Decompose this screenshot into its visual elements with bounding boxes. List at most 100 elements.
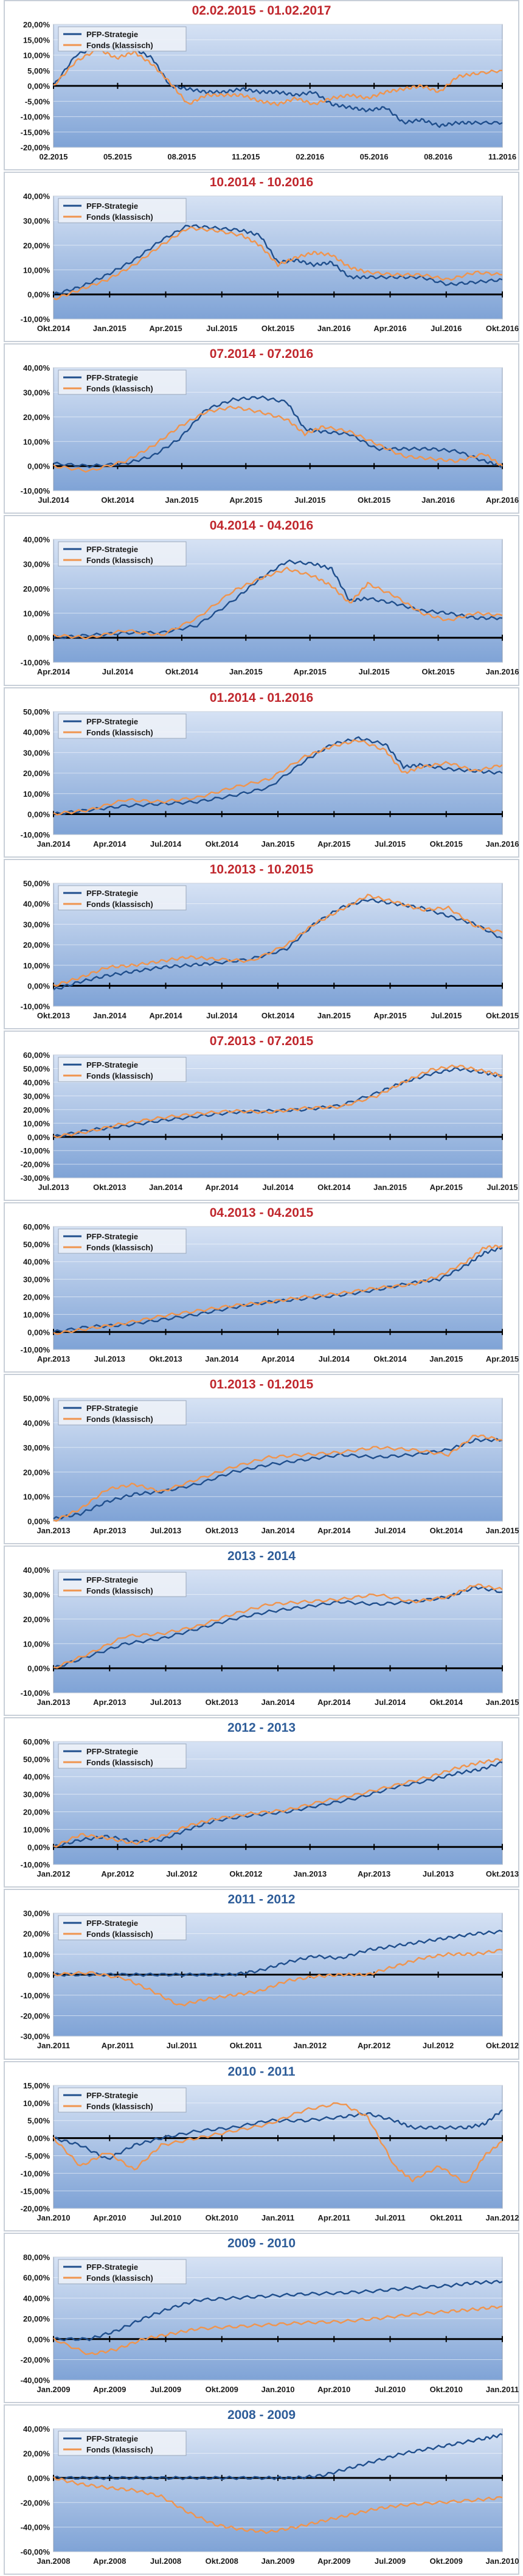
- series-line-fonds-klassisch: [53, 2476, 503, 2534]
- chart-title: 2009 - 2010: [227, 2236, 296, 2250]
- y-tick-label: 0,00%: [27, 462, 50, 471]
- legend-label: Fonds (klassisch): [86, 2445, 153, 2454]
- y-tick-label: 10,00%: [23, 961, 50, 970]
- series-line-pfp-strategie: [53, 736, 503, 815]
- y-tick-label: -10,00%: [21, 1991, 50, 2000]
- x-tick-label: Okt.2014: [206, 839, 239, 849]
- x-tick-label: Apr.2011: [318, 2213, 350, 2222]
- y-tick-label: -10,00%: [21, 1345, 50, 1354]
- x-tick-label: Jan.2012: [37, 1869, 71, 1878]
- chart-block: 01.2013 - 01.2015 50,00% 40,00% 30,00% 20,00…: [0, 1374, 523, 1546]
- y-tick-label: 20,00%: [23, 2449, 50, 2458]
- series-line-pfp-strategie: [53, 1438, 503, 1520]
- y-tick-label: -10,00%: [21, 1146, 50, 1155]
- legend-label: Fonds (klassisch): [86, 1243, 153, 1252]
- x-tick-label: Jul.2015: [206, 324, 237, 333]
- legend-label: PFP-Strategie: [86, 2091, 138, 2100]
- series-line-fonds-klassisch: [53, 405, 503, 473]
- legend-label: Fonds (klassisch): [86, 41, 153, 50]
- x-tick-label: Jan.2013: [293, 1869, 327, 1878]
- y-tick-label: 0,00%: [27, 2133, 50, 2143]
- x-tick-label: Jan.2010: [262, 2385, 295, 2394]
- y-tick-label: 30,00%: [23, 1091, 50, 1101]
- chart-title: 2012 - 2013: [227, 1721, 296, 1735]
- line-chart: 60,00% 50,00% 40,00% 30,00% 20,00% 10,00% 0,00…: [21, 1051, 518, 1192]
- x-tick-label: Apr.2014: [317, 1698, 351, 1707]
- x-tick-label: Apr.2011: [102, 2042, 134, 2051]
- y-tick-label: 20,00%: [23, 20, 50, 29]
- x-tick-label: Apr.2015: [149, 324, 182, 333]
- line-chart: 50,00% 40,00% 30,00% 20,00% 10,00% 0,00% -10,0…: [21, 707, 519, 849]
- x-tick-label: Jul.2014: [375, 1526, 406, 1535]
- x-tick-label: Apr.2014: [317, 1526, 351, 1535]
- series-line-pfp-strategie: [53, 559, 503, 640]
- line-chart: 50,00% 40,00% 30,00% 20,00% 10,00% 0,00% -10,0…: [21, 879, 519, 1020]
- x-tick-label: Apr.2012: [101, 1869, 134, 1878]
- y-tick-label: 10,00%: [23, 1493, 50, 1502]
- line-chart: 20,00% 15,00% 10,00% 5,00% 0,00% -5,00% -10,00…: [21, 20, 516, 161]
- y-tick-label: 30,00%: [23, 217, 50, 226]
- chart-block: 04.2014 - 04.2016 40,00% 30,00% 20,00% 10,00…: [0, 515, 523, 687]
- x-tick-label: Apr.2009: [93, 2385, 126, 2394]
- legend-label: Fonds (klassisch): [86, 212, 153, 222]
- chart-block: 2009 - 2010 80,00% 60,00% 40,00% 20,00% 0,00%…: [0, 2232, 523, 2404]
- x-tick-label: Apr.2014: [206, 1183, 239, 1192]
- legend: [58, 198, 187, 223]
- x-tick-label: Jul.2015: [431, 1011, 462, 1020]
- legend-label: PFP-Strategie: [86, 1232, 138, 1241]
- x-tick-label: Jul.2014: [319, 1354, 350, 1363]
- x-tick-label: Jul.2015: [375, 839, 406, 849]
- legend-label: PFP-Strategie: [86, 2263, 138, 2272]
- chart-title: 04.2013 - 04.2015: [209, 1205, 314, 1220]
- y-tick-label: 0,00%: [27, 1133, 50, 1142]
- y-tick-label: -5,00%: [25, 2151, 50, 2160]
- legend-label: Fonds (klassisch): [86, 1586, 153, 1595]
- chart-block: 04.2013 - 04.2015 60,00% 50,00% 40,00% 30,00…: [0, 1202, 523, 1374]
- y-tick-label: 10,00%: [23, 1825, 50, 1835]
- x-tick-label: Apr.2015: [317, 839, 350, 849]
- y-tick-label: -5,00%: [25, 97, 50, 106]
- series-line-pfp-strategie: [53, 2109, 503, 2160]
- y-tick-label: 10,00%: [23, 609, 50, 618]
- legend-label: PFP-Strategie: [86, 2434, 138, 2443]
- y-tick-label: 60,00%: [23, 1737, 50, 1746]
- series-line-fonds-klassisch: [53, 2305, 503, 2355]
- x-tick-label: Apr.2015: [373, 1011, 406, 1020]
- x-tick-label: Jul.2013: [94, 1354, 125, 1363]
- y-tick-label: 30,00%: [23, 1591, 50, 1600]
- x-tick-label: Jul.2013: [38, 1183, 69, 1192]
- x-tick-label: Okt.2010: [206, 2213, 238, 2222]
- line-chart: 40,00%20,00%0,00%-20,00%-40,00%-60,00%Ja…: [21, 2424, 519, 2566]
- chart-block: 07.2014 - 07.2016 40,00% 30,00% 20,00% 10,00…: [0, 343, 523, 516]
- x-tick-label: Jan.2015: [429, 1354, 463, 1363]
- y-tick-label: 10,00%: [23, 51, 50, 60]
- legend: [58, 541, 187, 567]
- chart-block: 10.2014 - 10.2016 40,00% 30,00% 20,00% 10,00…: [0, 172, 523, 344]
- x-tick-label: Okt.2014: [317, 1183, 351, 1192]
- x-tick-label: Apr.2013: [37, 1354, 70, 1363]
- line-chart: 40,00%30,00%20,00%10,00%0,00%-10,00%Okt.…: [21, 192, 519, 333]
- y-tick-label: 20,00%: [23, 1808, 50, 1817]
- y-tick-label: 20,00%: [23, 769, 50, 778]
- legend: [58, 1743, 187, 1769]
- x-tick-label: Jul.2010: [150, 2213, 181, 2222]
- chart-title: 2008 - 2009: [227, 2407, 296, 2422]
- legend-label: PFP-Strategie: [86, 1404, 138, 1413]
- y-tick-label: -20,00%: [21, 2204, 50, 2213]
- chart-title: 04.2014 - 04.2016: [209, 519, 314, 533]
- x-tick-label: Apr.2015: [294, 668, 327, 677]
- y-tick-label: 10,00%: [23, 1950, 50, 1959]
- y-tick-label: -10,00%: [21, 659, 50, 668]
- x-tick-label: Jul.2015: [487, 1183, 518, 1192]
- line-chart: 15,00% 10,00% 5,00% 0,00% -5,00% -10,00% -15,0…: [21, 2081, 519, 2222]
- y-tick-label: 30,00%: [23, 920, 50, 929]
- series-line-fonds-klassisch: [53, 1948, 503, 2007]
- x-tick-label: Jan.2016: [421, 495, 455, 505]
- x-tick-label: Jul.2014: [102, 668, 134, 677]
- x-tick-label: Jul.2009: [150, 2385, 181, 2394]
- x-tick-label: Jul.2014: [206, 1011, 238, 1020]
- x-tick-label: Jan.2015: [373, 1183, 407, 1192]
- chart-title: 01.2014 - 01.2016: [209, 690, 314, 705]
- y-tick-label: 50,00%: [23, 1394, 50, 1403]
- y-tick-label: 20,00%: [23, 940, 50, 950]
